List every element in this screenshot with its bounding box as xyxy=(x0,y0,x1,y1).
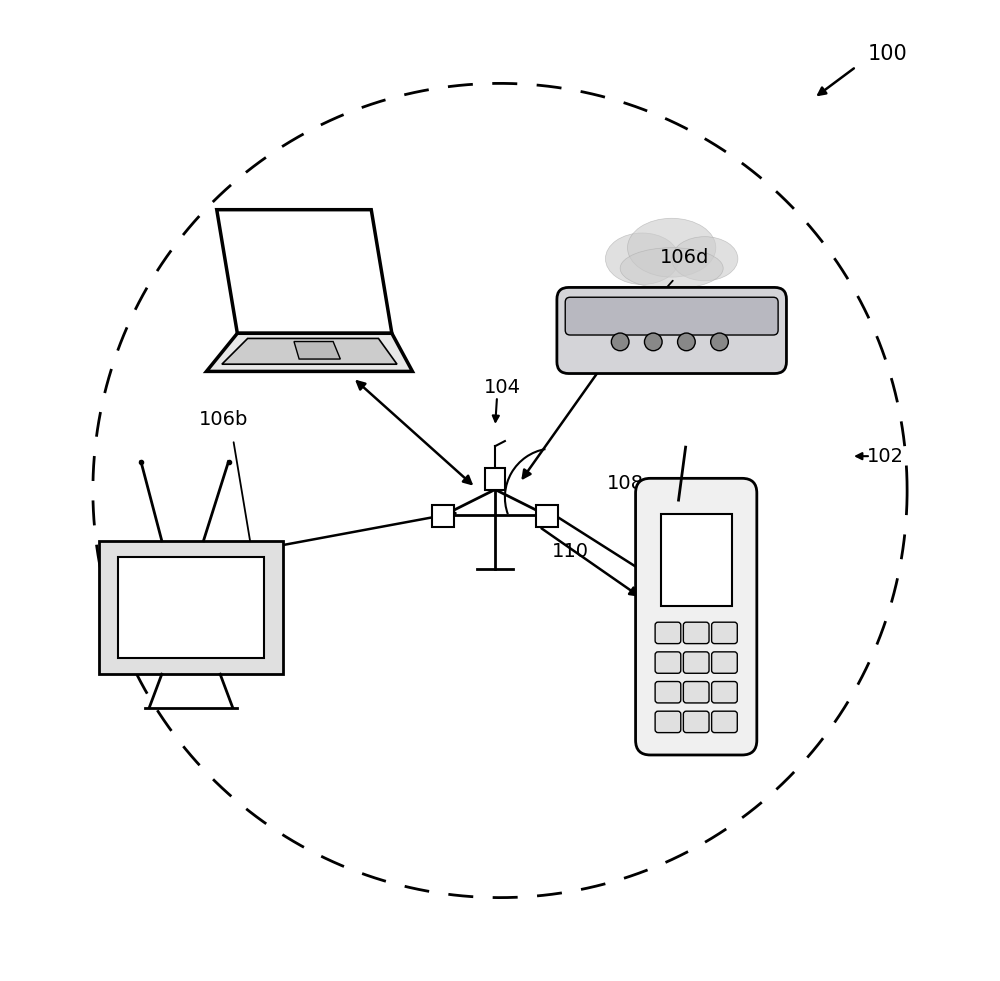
FancyBboxPatch shape xyxy=(99,541,283,674)
FancyBboxPatch shape xyxy=(636,479,757,755)
Text: 110: 110 xyxy=(552,542,589,561)
Polygon shape xyxy=(206,334,412,372)
FancyBboxPatch shape xyxy=(655,651,681,673)
Ellipse shape xyxy=(620,247,723,289)
FancyBboxPatch shape xyxy=(712,711,737,733)
FancyBboxPatch shape xyxy=(655,682,681,703)
FancyBboxPatch shape xyxy=(655,622,681,644)
Circle shape xyxy=(644,333,662,350)
Ellipse shape xyxy=(672,236,738,281)
Bar xyxy=(485,468,505,490)
Ellipse shape xyxy=(628,218,716,277)
Polygon shape xyxy=(294,341,340,359)
FancyBboxPatch shape xyxy=(565,297,778,335)
Polygon shape xyxy=(217,210,392,334)
FancyBboxPatch shape xyxy=(118,557,264,657)
FancyBboxPatch shape xyxy=(712,651,737,673)
FancyBboxPatch shape xyxy=(661,514,732,606)
Text: 108: 108 xyxy=(607,474,644,493)
FancyBboxPatch shape xyxy=(683,682,709,703)
FancyBboxPatch shape xyxy=(683,711,709,733)
Bar xyxy=(536,505,558,527)
FancyBboxPatch shape xyxy=(557,287,786,374)
Circle shape xyxy=(678,333,695,350)
Polygon shape xyxy=(222,338,397,364)
Circle shape xyxy=(611,333,629,350)
Text: 102: 102 xyxy=(867,446,904,466)
Text: 104: 104 xyxy=(483,378,520,397)
Text: 100: 100 xyxy=(868,44,907,64)
Text: 106a: 106a xyxy=(699,571,748,591)
FancyBboxPatch shape xyxy=(683,622,709,644)
Circle shape xyxy=(711,333,728,350)
FancyBboxPatch shape xyxy=(655,711,681,733)
FancyBboxPatch shape xyxy=(712,682,737,703)
Text: 106b: 106b xyxy=(199,410,248,430)
Text: 106d: 106d xyxy=(660,247,709,267)
Ellipse shape xyxy=(605,232,679,284)
FancyBboxPatch shape xyxy=(712,622,737,644)
Text: 106c: 106c xyxy=(229,208,277,228)
Bar xyxy=(432,505,454,527)
FancyBboxPatch shape xyxy=(683,651,709,673)
